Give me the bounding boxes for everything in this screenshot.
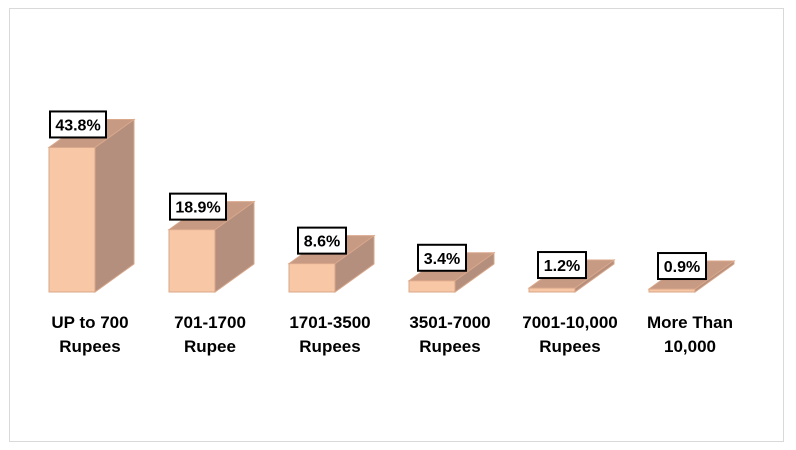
bar	[408, 280, 456, 293]
data-label-box	[417, 243, 467, 272]
chart-area	[9, 8, 784, 442]
data-label: 1.2%	[544, 258, 580, 275]
bar	[48, 146, 96, 293]
data-label: 3.4%	[424, 251, 460, 268]
bar	[528, 287, 576, 293]
data-label-box	[657, 252, 707, 281]
bar-side	[94, 118, 135, 293]
category-label: Rupee	[184, 337, 236, 356]
category-label: 10,000	[664, 337, 716, 356]
data-label: 0.9%	[664, 259, 700, 276]
data-label: 18.9%	[175, 200, 220, 217]
category-label: Rupees	[419, 337, 480, 356]
category-label: Rupees	[59, 337, 120, 356]
category-label: 7001-10,000	[522, 313, 617, 332]
category-label: 701-1700	[174, 313, 246, 332]
data-label-box	[297, 226, 347, 255]
category-label: Rupees	[299, 337, 360, 356]
category-label: 1701-3500	[289, 313, 370, 332]
bar	[648, 288, 696, 293]
category-label: More Than	[647, 313, 733, 332]
data-label-box	[169, 192, 227, 221]
data-label: 43.8%	[55, 117, 100, 134]
bar	[288, 263, 336, 293]
category-label: 3501-7000	[409, 313, 490, 332]
data-label-box	[537, 251, 587, 280]
data-label-box	[49, 110, 107, 139]
bar	[168, 229, 216, 293]
category-label: UP to 700	[51, 313, 128, 332]
category-label: Rupees	[539, 337, 600, 356]
data-label: 8.6%	[304, 234, 340, 251]
